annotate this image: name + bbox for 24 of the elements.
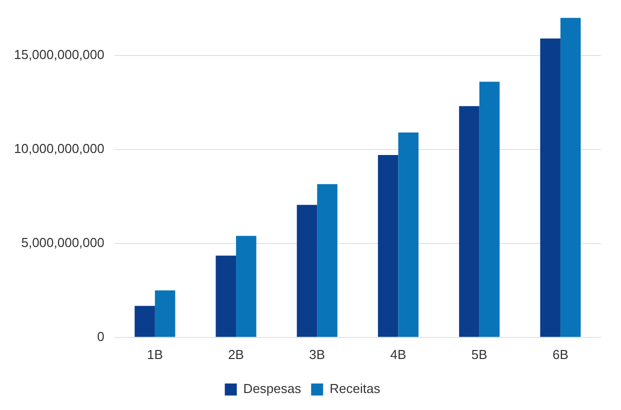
bar (296, 204, 318, 337)
bar (560, 18, 581, 337)
bar (479, 82, 500, 337)
bar (540, 38, 560, 337)
y-tick-label: 15,000,000,000 (14, 46, 104, 62)
x-tick-label: 6B (552, 346, 568, 362)
bar (459, 106, 480, 337)
x-tick-label: 4B (390, 346, 406, 362)
bar (134, 306, 155, 337)
y-tick-label: 10,000,000,000 (14, 140, 104, 156)
legend-label: Despesas (243, 381, 302, 396)
bar (236, 236, 256, 337)
x-tick-label: 2B (228, 346, 244, 362)
bar (154, 290, 176, 337)
bar (216, 256, 236, 337)
bar (317, 184, 338, 337)
y-tick-label: 0 (97, 328, 104, 344)
legend-label: Receitas (330, 381, 381, 396)
x-tick-label: 5B (471, 346, 488, 362)
bar (378, 155, 398, 337)
x-tick-label: 3B (309, 346, 326, 362)
y-tick-label: 5,000,000,000 (21, 234, 104, 250)
bar (398, 132, 419, 337)
x-tick-label: 1B (146, 346, 163, 362)
